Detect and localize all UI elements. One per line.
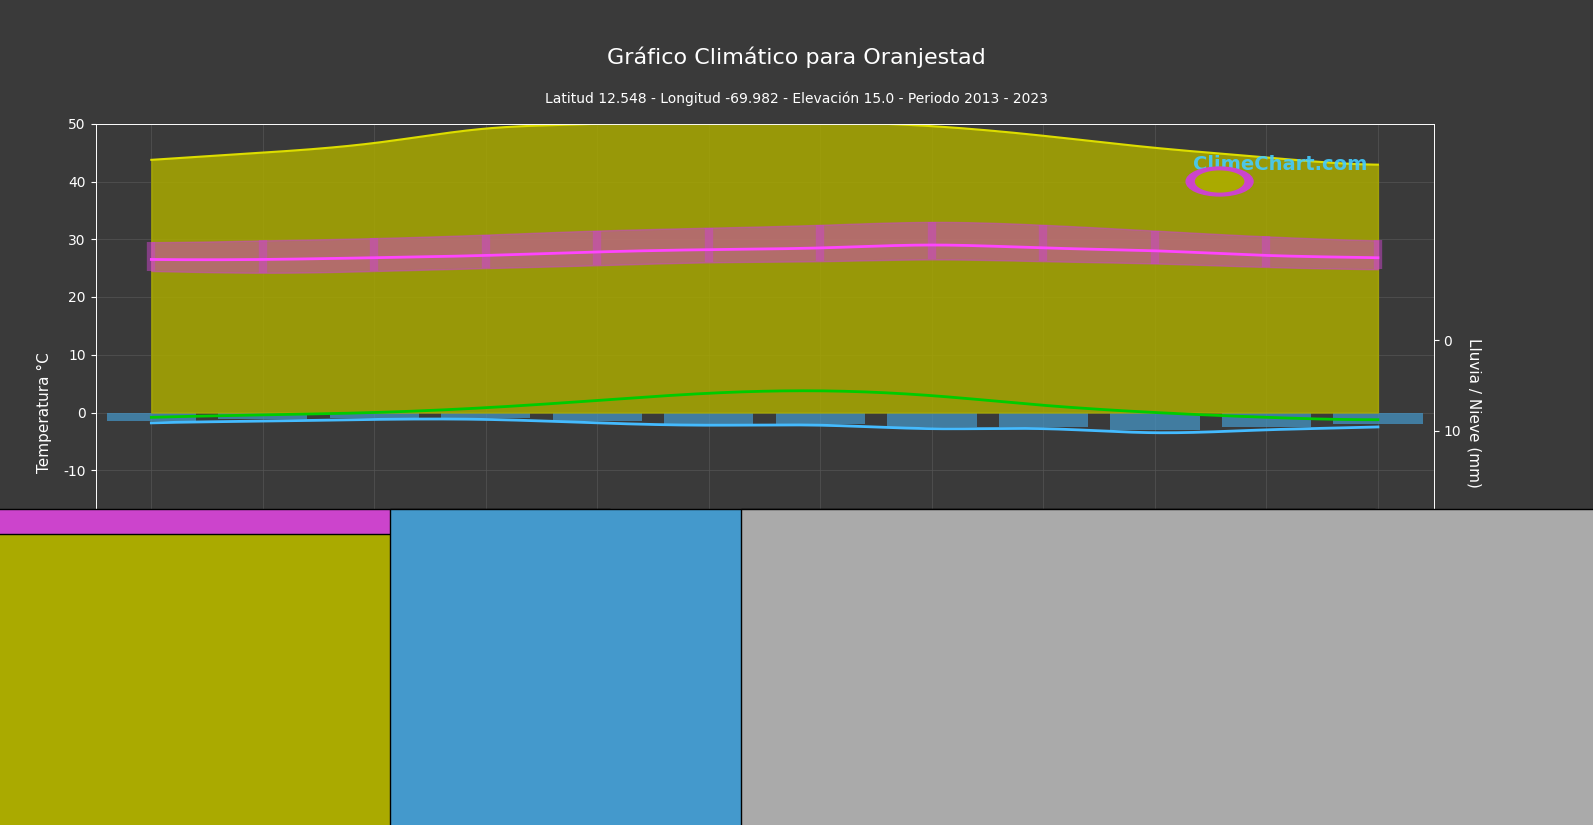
Bar xyxy=(999,412,1088,427)
Bar xyxy=(664,412,753,424)
Text: Promedio mensual: Promedio mensual xyxy=(139,781,255,794)
Bar xyxy=(107,412,196,421)
Bar xyxy=(887,412,977,427)
Text: Rango min / max por día: Rango min / max por día xyxy=(139,757,293,770)
Text: Nieve (mm): Nieve (mm) xyxy=(1227,719,1317,733)
Bar xyxy=(553,412,642,421)
Text: Día-/Sol (h): Día-/Sol (h) xyxy=(478,719,566,733)
Text: Nieve por día: Nieve por día xyxy=(1254,757,1337,770)
Text: Luz del día por día: Luz del día por día xyxy=(505,757,621,770)
Bar xyxy=(1333,412,1423,424)
Bar xyxy=(218,412,307,419)
Text: ClimeChart.com: ClimeChart.com xyxy=(1193,155,1367,174)
Text: Promedio mensual de sol: Promedio mensual de sol xyxy=(505,806,663,819)
Text: Temperatura °C: Temperatura °C xyxy=(112,719,234,733)
Circle shape xyxy=(1195,171,1244,192)
Bar xyxy=(441,412,530,418)
Text: ClimeChart.com: ClimeChart.com xyxy=(123,618,284,636)
Bar xyxy=(1110,412,1200,430)
Text: Lluvia (mm): Lluvia (mm) xyxy=(876,719,969,733)
Y-axis label: Temperatura °C: Temperatura °C xyxy=(37,352,53,473)
Text: Latitud 12.548 - Longitud -69.982 - Elevación 15.0 - Periodo 2013 - 2023: Latitud 12.548 - Longitud -69.982 - Elev… xyxy=(545,92,1048,106)
Bar xyxy=(1222,412,1311,427)
Y-axis label: Lluvia / Nieve (mm): Lluvia / Nieve (mm) xyxy=(1467,337,1481,488)
Bar xyxy=(776,412,865,424)
Text: © ClimeChart.com: © ClimeChart.com xyxy=(1364,782,1481,795)
Text: Gráfico Climático para Oranjestad: Gráfico Climático para Oranjestad xyxy=(607,47,986,68)
Bar xyxy=(330,412,419,418)
Text: Lluvia por día: Lluvia por día xyxy=(903,757,988,770)
Text: Sol por día: Sol por día xyxy=(505,781,572,794)
Circle shape xyxy=(1187,167,1254,196)
Text: Promedio mensual: Promedio mensual xyxy=(903,781,1020,794)
Text: Promedio mensual: Promedio mensual xyxy=(1254,781,1370,794)
